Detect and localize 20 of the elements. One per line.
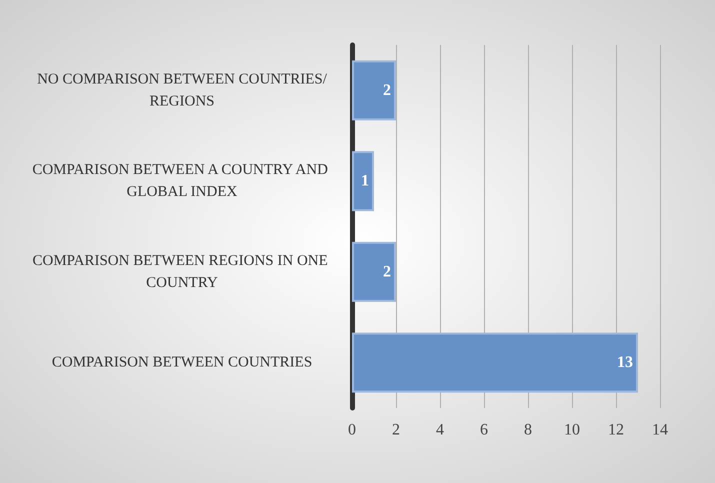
bar (352, 151, 374, 212)
data-label: 1 (361, 172, 369, 190)
x-tick-label: 10 (564, 422, 580, 438)
data-label: 13 (617, 354, 633, 372)
x-tick-label: 6 (480, 422, 488, 438)
y-tick-label: COMPARISON BETWEEN A COUNTRY AND GLOBAL INDEX (32, 162, 332, 200)
x-tick-label: 2 (392, 422, 400, 438)
y-tick-label: COMPARISON BETWEEN COUNTRIES (52, 354, 312, 371)
bar (352, 60, 396, 120)
bar (352, 332, 638, 393)
data-label: 2 (383, 263, 391, 280)
x-tick-label: 8 (524, 422, 532, 438)
y-tick-label: COMPARISON BETWEEN REGIONS IN ONE COUNTRY (32, 252, 332, 291)
x-tick-label: 0 (348, 422, 356, 438)
data-label: 2 (383, 82, 391, 99)
x-tick-label: 12 (608, 422, 624, 438)
x-tick-label: 4 (436, 422, 444, 438)
y-tick-label: NO COMPARISON BETWEEN COUNTRIES/REGIONS (37, 71, 328, 110)
x-tick-label: 14 (652, 422, 668, 438)
bar (352, 242, 396, 302)
